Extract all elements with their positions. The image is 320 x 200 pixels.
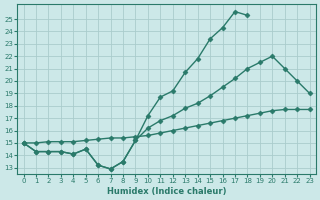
X-axis label: Humidex (Indice chaleur): Humidex (Indice chaleur): [107, 187, 226, 196]
